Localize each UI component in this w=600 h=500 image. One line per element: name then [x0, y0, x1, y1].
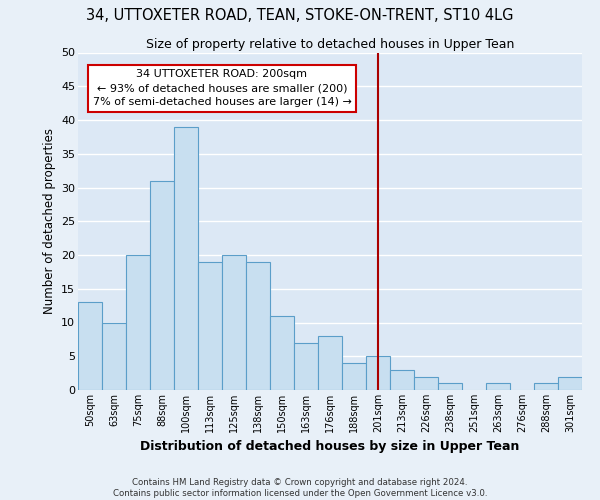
Bar — [222, 255, 246, 390]
Bar — [486, 383, 510, 390]
Bar — [318, 336, 342, 390]
Bar — [78, 302, 102, 390]
Bar — [126, 255, 150, 390]
Bar — [174, 126, 198, 390]
Bar — [342, 363, 366, 390]
Bar — [558, 376, 582, 390]
Y-axis label: Number of detached properties: Number of detached properties — [43, 128, 56, 314]
Bar — [246, 262, 270, 390]
Bar — [534, 383, 558, 390]
X-axis label: Distribution of detached houses by size in Upper Tean: Distribution of detached houses by size … — [140, 440, 520, 454]
Bar — [438, 383, 462, 390]
Bar — [294, 343, 318, 390]
Text: Contains HM Land Registry data © Crown copyright and database right 2024.
Contai: Contains HM Land Registry data © Crown c… — [113, 478, 487, 498]
Bar — [270, 316, 294, 390]
Bar — [198, 262, 222, 390]
Text: 34, UTTOXETER ROAD, TEAN, STOKE-ON-TRENT, ST10 4LG: 34, UTTOXETER ROAD, TEAN, STOKE-ON-TRENT… — [86, 8, 514, 22]
Bar — [414, 376, 438, 390]
Text: 34 UTTOXETER ROAD: 200sqm
← 93% of detached houses are smaller (200)
7% of semi-: 34 UTTOXETER ROAD: 200sqm ← 93% of detac… — [92, 70, 352, 108]
Bar — [150, 180, 174, 390]
Title: Size of property relative to detached houses in Upper Tean: Size of property relative to detached ho… — [146, 38, 514, 52]
Bar — [102, 322, 126, 390]
Bar — [390, 370, 414, 390]
Bar — [366, 356, 390, 390]
